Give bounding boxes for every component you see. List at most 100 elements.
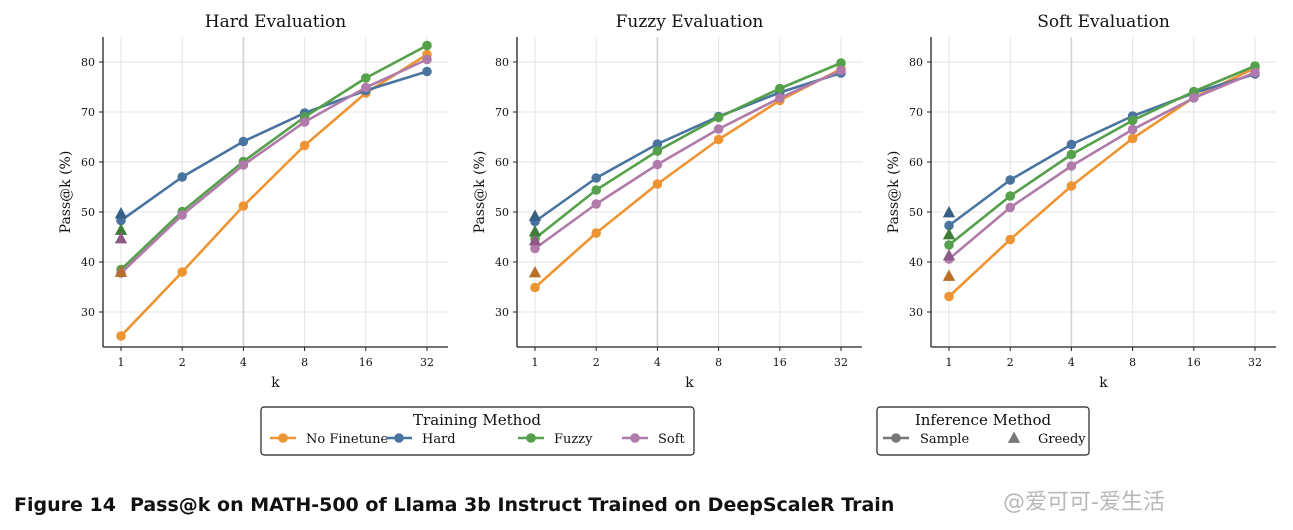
x-axis-label: k: [685, 375, 694, 391]
panel-title: Fuzzy Evaluation: [616, 12, 764, 32]
legend-marker-fuzzy: [526, 433, 536, 443]
x-tick-label: 8: [1129, 356, 1136, 369]
data-point-no-finetune: [713, 134, 724, 145]
data-point-soft: [775, 93, 785, 103]
data-point-no-finetune: [177, 267, 187, 277]
legend-label: Hard: [422, 432, 456, 447]
greedy-marker-hard: [528, 209, 542, 221]
data-point-soft: [836, 65, 846, 76]
chart-panel-1: 30 40 50 60 70 80 1 2 4 8 16 32 Hard Evaluation k Pass…: [58, 12, 448, 391]
greedy-marker-soft: [942, 249, 956, 261]
series-line-soft: [948, 71, 1256, 260]
x-tick-label: 16: [773, 356, 787, 369]
series-line-fuzzy: [948, 64, 1256, 247]
series-line-fuzzy: [120, 44, 428, 271]
inference-method-legend: Inference Method Sample Greedy: [876, 406, 1090, 456]
x-tick-label: 2: [1007, 356, 1014, 369]
legend-label: Greedy: [1038, 432, 1086, 447]
data-point-soft: [422, 54, 432, 65]
y-axis-label: Pass@k (%): [58, 151, 74, 234]
greedy-marker-no-finetune: [114, 265, 128, 277]
series-line-soft: [534, 69, 842, 250]
x-tick-label: 4: [654, 356, 661, 369]
greedy-marker-no-finetune: [528, 266, 542, 278]
y-tick-label: 50: [81, 206, 95, 219]
y-tick-label: 70: [81, 106, 95, 119]
data-point-soft: [361, 82, 371, 93]
y-tick-label: 70: [495, 106, 509, 119]
data-point-soft: [1005, 202, 1015, 213]
legend-marker-soft: [630, 433, 640, 443]
legend-marker-hard: [394, 433, 404, 443]
greedy-marker-no-finetune: [942, 269, 956, 281]
training-legend-frame: [260, 406, 695, 456]
data-point-no-finetune: [116, 331, 126, 341]
greedy-marker-soft: [114, 232, 128, 244]
data-point-hard: [1066, 139, 1077, 150]
data-point-fuzzy: [836, 58, 846, 68]
data-point-no-finetune: [238, 201, 249, 211]
y-tick-label: 80: [81, 56, 95, 69]
y-tick-label: 50: [495, 206, 509, 219]
data-point-no-finetune: [944, 291, 954, 302]
data-point-soft: [1127, 124, 1138, 135]
legend-marker-sample: [891, 433, 901, 443]
legend-label: Fuzzy: [554, 432, 593, 447]
figure-caption-text: Pass@k on MATH-500 of Llama 3b Instruct …: [129, 494, 895, 516]
training-method-legend: Training Method No Finetune Hard Fuzzy Soft: [260, 406, 695, 456]
data-point-hard: [422, 66, 432, 77]
panel-title: Hard Evaluation: [205, 12, 347, 32]
data-point-fuzzy: [1066, 149, 1077, 160]
x-tick-label: 8: [301, 356, 308, 369]
data-point-soft: [652, 159, 663, 170]
x-tick-label: 16: [359, 356, 373, 369]
panel-title: Soft Evaluation: [1037, 12, 1170, 32]
x-tick-label: 32: [834, 356, 848, 369]
data-point-hard: [177, 172, 187, 182]
data-point-no-finetune: [1127, 133, 1138, 144]
data-point-soft: [238, 160, 249, 170]
x-tick-label: 1: [946, 356, 953, 369]
data-point-hard: [238, 136, 249, 147]
greedy-marker-fuzzy: [528, 225, 542, 237]
y-tick-label: 30: [81, 306, 95, 319]
x-axis-label: k: [271, 375, 280, 391]
data-point-soft: [530, 243, 540, 254]
series-line-hard: [948, 72, 1256, 227]
y-tick-label: 60: [909, 156, 923, 169]
data-point-no-finetune: [530, 282, 540, 293]
y-tick-label: 60: [495, 156, 509, 169]
x-tick-label: 4: [240, 356, 247, 369]
x-tick-label: 2: [593, 356, 600, 369]
data-point-no-finetune: [652, 179, 663, 189]
greedy-marker-hard: [942, 206, 956, 218]
data-point-soft: [299, 117, 310, 127]
inference-legend-frame: [876, 406, 1090, 456]
series-line-hard: [534, 71, 842, 223]
data-point-hard: [591, 173, 601, 183]
data-point-no-finetune: [1005, 234, 1015, 245]
legend-marker-greedy: [1007, 431, 1021, 443]
watermark: @爱可可-爱生活: [1003, 490, 1165, 515]
series-line-no-finetune: [120, 53, 428, 337]
chart-panel-3: 30 40 50 60 70 80 1 2 4 8 16 32 Soft Evaluation k Pass…: [886, 12, 1276, 391]
x-tick-label: 1: [532, 356, 539, 369]
greedy-marker-fuzzy: [942, 228, 956, 240]
x-tick-label: 2: [179, 356, 186, 369]
data-point-fuzzy: [944, 240, 954, 250]
data-point-fuzzy: [361, 73, 371, 83]
y-tick-label: 80: [909, 56, 923, 69]
data-point-fuzzy: [591, 185, 601, 195]
x-tick-label: 32: [420, 356, 434, 369]
figure-caption: Figure 14 Pass@k on MATH-500 of Llama 3b …: [14, 494, 894, 516]
y-axis-label: Pass@k (%): [472, 151, 488, 234]
legend-label: No Finetune: [306, 432, 389, 447]
x-axis-label: k: [1099, 375, 1108, 391]
series-line-fuzzy: [534, 61, 842, 240]
data-point-hard: [652, 139, 663, 149]
data-point-hard: [1005, 175, 1015, 185]
data-point-fuzzy: [422, 40, 432, 51]
series-line-soft: [120, 58, 428, 274]
x-tick-label: 8: [715, 356, 722, 369]
greedy-marker-fuzzy: [114, 223, 128, 235]
